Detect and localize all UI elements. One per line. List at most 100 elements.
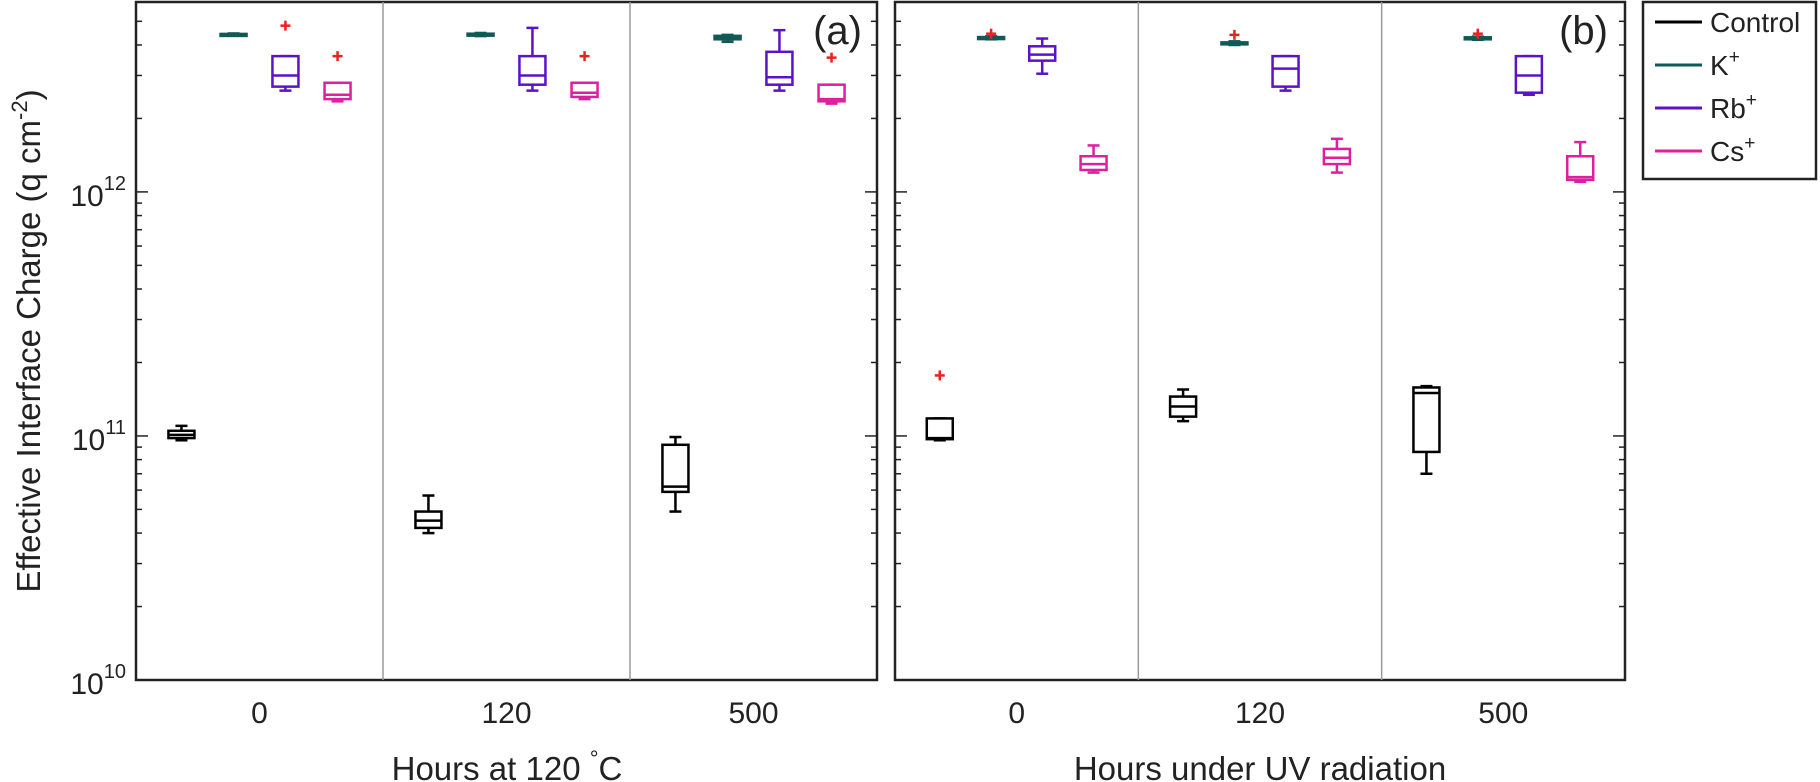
box-csplus-120 [1322, 137, 1352, 174]
box-rbplus-500 [765, 28, 794, 92]
box-kplus-120 [1220, 29, 1249, 47]
y-tick-label-exponent: 12 [104, 173, 126, 195]
x-tick-label-0: 0 [1008, 697, 1025, 730]
box-iqr [1412, 386, 1441, 454]
legend-label-base: Cs [1710, 136, 1744, 167]
y-tick-label: 1010 [70, 661, 126, 701]
box-control-120 [414, 494, 443, 535]
legend-label: Rb+ [1710, 90, 1757, 124]
panel-a-x-axis-title: Hours at 120 °C [392, 746, 623, 782]
legend-label-sup: + [1729, 47, 1740, 68]
y-tick-label-exponent: 10 [104, 661, 126, 683]
box-iqr [1271, 54, 1300, 88]
panel-b-y-ticks [895, 1, 1625, 681]
outlier-point [986, 28, 997, 39]
box-csplus-120 [570, 51, 599, 101]
panel-a-boxes [167, 20, 846, 535]
legend-label-sup: + [1746, 90, 1757, 111]
y-tick-label-base: 10 [70, 668, 103, 701]
legend-label: Cs+ [1710, 133, 1755, 167]
legend-label: Control [1710, 7, 1800, 38]
box-iqr [570, 81, 599, 99]
x-tick-label-120: 120 [1235, 697, 1285, 730]
box-iqr [271, 54, 300, 88]
legend-item-csplus: Cs+ [1655, 133, 1755, 167]
legend-item-control: Control [1655, 7, 1800, 38]
y-axis-title: Effective Interface Charge (q cm-2) [7, 89, 47, 592]
box-iqr [1565, 154, 1595, 182]
y-axis-title-close: ) [10, 89, 47, 100]
box-iqr [765, 50, 794, 86]
panel-b-x-tick-labels: 0 120 500 [1008, 697, 1528, 730]
box-kplus-500 [713, 33, 742, 44]
box-iqr [1322, 147, 1352, 166]
y-axis-title-main: Effective Interface Charge (q cm [10, 120, 47, 593]
box-rbplus-500 [1514, 54, 1544, 97]
box-iqr [661, 443, 690, 494]
y-tick-label-base: 10 [72, 424, 105, 457]
box-iqr [817, 83, 846, 103]
box-iqr [518, 54, 547, 86]
box-control-120 [1168, 388, 1198, 423]
panel-b: 0 120 500 (b) Hours under UV radiation [893, 0, 1627, 782]
outlier-point [280, 20, 291, 31]
x-tick-label-0: 0 [251, 697, 268, 730]
x-tick-label-120: 120 [481, 697, 531, 730]
outlier-point [826, 52, 837, 63]
x-axis-title-a-unit: C [599, 750, 623, 782]
box-control-500 [1412, 384, 1441, 476]
y-tick-label-exponent: 11 [105, 417, 126, 439]
box-csplus-500 [1565, 140, 1595, 184]
box-control-0 [925, 370, 955, 442]
panel-a-y-ticks [136, 1, 877, 681]
box-control-500 [661, 435, 690, 513]
outlier-point [1229, 29, 1240, 40]
y-tick-label-base: 10 [70, 180, 103, 213]
panel-a-label: (a) [813, 9, 862, 53]
box-rbplus-120 [518, 26, 547, 92]
box-control-0 [167, 424, 196, 442]
box-rbplus-0 [271, 54, 300, 92]
box-csplus-0 [1079, 144, 1108, 174]
x-axis-title-a-degree: ° [590, 746, 599, 771]
box-kplus-0 [976, 28, 1006, 41]
y-axis-title-exponent: -2 [7, 100, 32, 120]
panel-a-frame [134, 0, 879, 682]
legend-label-sup: + [1744, 133, 1755, 154]
legend-label-base: K [1710, 50, 1729, 81]
x-axis-title-a-main: Hours at 120 [392, 750, 590, 782]
legend-label-base: Rb [1710, 93, 1746, 124]
panel-b-label: (b) [1559, 9, 1608, 53]
outlier-point [934, 370, 945, 381]
outlier-point [332, 51, 343, 62]
y-tick-label: 1012 [70, 173, 126, 213]
panel-a-separators [382, 2, 631, 680]
legend-item-kplus: K+ [1655, 47, 1740, 81]
box-kplus-0 [219, 32, 248, 38]
box-iqr [323, 81, 352, 101]
panel-b-boxes [925, 28, 1595, 476]
x-tick-label-500: 500 [728, 697, 778, 730]
outlier-point [579, 51, 590, 62]
box-iqr [925, 417, 955, 441]
legend-label-base: Control [1710, 7, 1800, 38]
legend-item-rbplus: Rb+ [1655, 90, 1757, 124]
x-tick-label-500: 500 [1478, 697, 1528, 730]
panel-a-x-tick-labels: 0 120 500 [251, 697, 778, 730]
box-csplus-500 [817, 52, 846, 105]
panel-b-x-axis-title: Hours under UV radiation [1074, 750, 1446, 782]
y-tick-label: 1011 [72, 417, 126, 457]
outlier-point [1472, 28, 1483, 39]
box-kplus-120 [466, 31, 495, 38]
panel-b-frame [893, 0, 1627, 682]
box-csplus-0 [323, 51, 352, 103]
box-rbplus-120 [1271, 54, 1300, 92]
box-kplus-500 [1463, 28, 1493, 42]
box-rbplus-0 [1027, 37, 1057, 75]
legend-label: K+ [1710, 47, 1740, 81]
